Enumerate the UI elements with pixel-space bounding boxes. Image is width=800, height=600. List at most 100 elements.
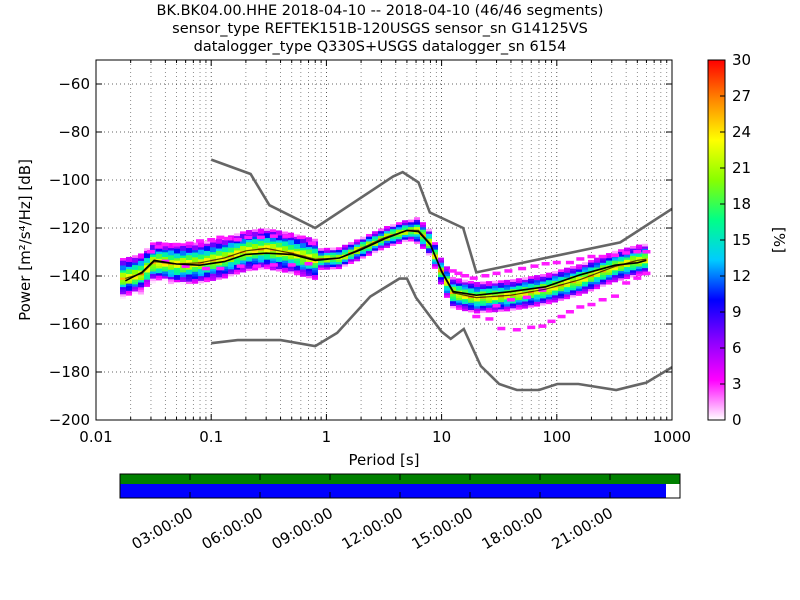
density-cell [240, 233, 246, 237]
density-cell-sparse [610, 294, 619, 298]
density-cell [324, 250, 330, 253]
density-cell [162, 268, 168, 272]
density-cell [564, 270, 570, 273]
density-cell [606, 257, 612, 261]
y-tick-label: −140 [49, 267, 90, 285]
density-cell [246, 239, 252, 243]
density-cell [258, 262, 264, 265]
density-cell [534, 301, 540, 305]
density-cell [168, 250, 174, 253]
density-cell [492, 299, 498, 303]
density-cell [492, 297, 498, 301]
density-cell [588, 286, 594, 290]
density-cell [366, 241, 372, 244]
density-cell [192, 249, 198, 253]
density-cell [270, 241, 276, 244]
density-cell [456, 304, 462, 308]
density-cell [210, 254, 216, 257]
density-cell [186, 269, 192, 273]
density-cell [144, 274, 150, 278]
density-cell [258, 259, 264, 263]
density-cell [132, 281, 138, 285]
y-tick-label: −200 [49, 411, 90, 429]
density-cell [576, 266, 582, 270]
density-cell [432, 244, 438, 248]
density-cell [330, 259, 336, 263]
density-cell [636, 270, 642, 274]
density-cell [450, 276, 456, 280]
density-cell [516, 297, 522, 301]
density-cell [462, 296, 468, 300]
density-cell [564, 286, 570, 290]
density-cell [396, 238, 402, 242]
density-cell [384, 230, 390, 234]
density-cell [138, 289, 144, 293]
density-cell [354, 241, 360, 245]
density-cell [246, 263, 252, 267]
density-cell [234, 240, 240, 244]
density-cell [150, 242, 156, 246]
density-cell [216, 255, 222, 259]
density-cell [204, 243, 210, 247]
density-cell [138, 263, 144, 266]
density-cell [624, 254, 630, 258]
density-cell [594, 276, 600, 280]
density-cell [450, 284, 456, 287]
density-cell [174, 277, 180, 280]
density-cell [438, 260, 444, 263]
density-cell [564, 284, 570, 288]
density-cell [522, 298, 528, 302]
density-cell [486, 309, 492, 313]
density-cell [132, 255, 138, 258]
density-cell [342, 249, 348, 253]
density-cell [156, 277, 162, 281]
density-cell [468, 288, 474, 291]
density-cell [252, 243, 258, 247]
density-cell [504, 301, 510, 305]
density-cell [618, 265, 624, 269]
density-cell [294, 270, 300, 273]
density-cell [330, 254, 336, 258]
density-cell [306, 273, 312, 276]
density-cell [198, 254, 204, 257]
density-cell [150, 254, 156, 258]
density-cell [138, 277, 144, 281]
density-cell-sparse [253, 264, 262, 268]
density-cell [522, 293, 528, 297]
density-cell [120, 294, 126, 297]
density-cell [630, 269, 636, 273]
density-cell [270, 255, 276, 259]
density-cell [126, 264, 132, 267]
x-tick-label: 0.01 [79, 428, 112, 446]
density-cell [630, 250, 636, 254]
density-cell [288, 271, 294, 274]
density-cell [324, 247, 330, 251]
density-cell [270, 258, 276, 261]
density-cell [534, 299, 540, 302]
density-cell [246, 254, 252, 257]
density-cell [594, 257, 600, 261]
density-cell [462, 282, 468, 285]
density-cell [234, 250, 240, 253]
density-cell [174, 272, 180, 276]
density-cell [264, 261, 270, 265]
density-cell [606, 279, 612, 283]
density-cell [438, 257, 444, 261]
density-cell [582, 291, 588, 294]
density-cell [288, 247, 294, 250]
density-cell [234, 257, 240, 261]
density-cell [480, 281, 486, 285]
density-cell [468, 307, 474, 311]
density-cell [444, 268, 450, 272]
density-cell [138, 267, 144, 271]
density-cell [156, 241, 162, 245]
density-cell [168, 255, 174, 258]
density-cell [306, 249, 312, 252]
density-cell [174, 267, 180, 271]
density-cell [444, 287, 450, 291]
density-cell [528, 302, 534, 306]
density-cell [612, 267, 618, 271]
density-cell [444, 273, 450, 277]
density-cell [144, 262, 150, 266]
density-cell [174, 279, 180, 283]
